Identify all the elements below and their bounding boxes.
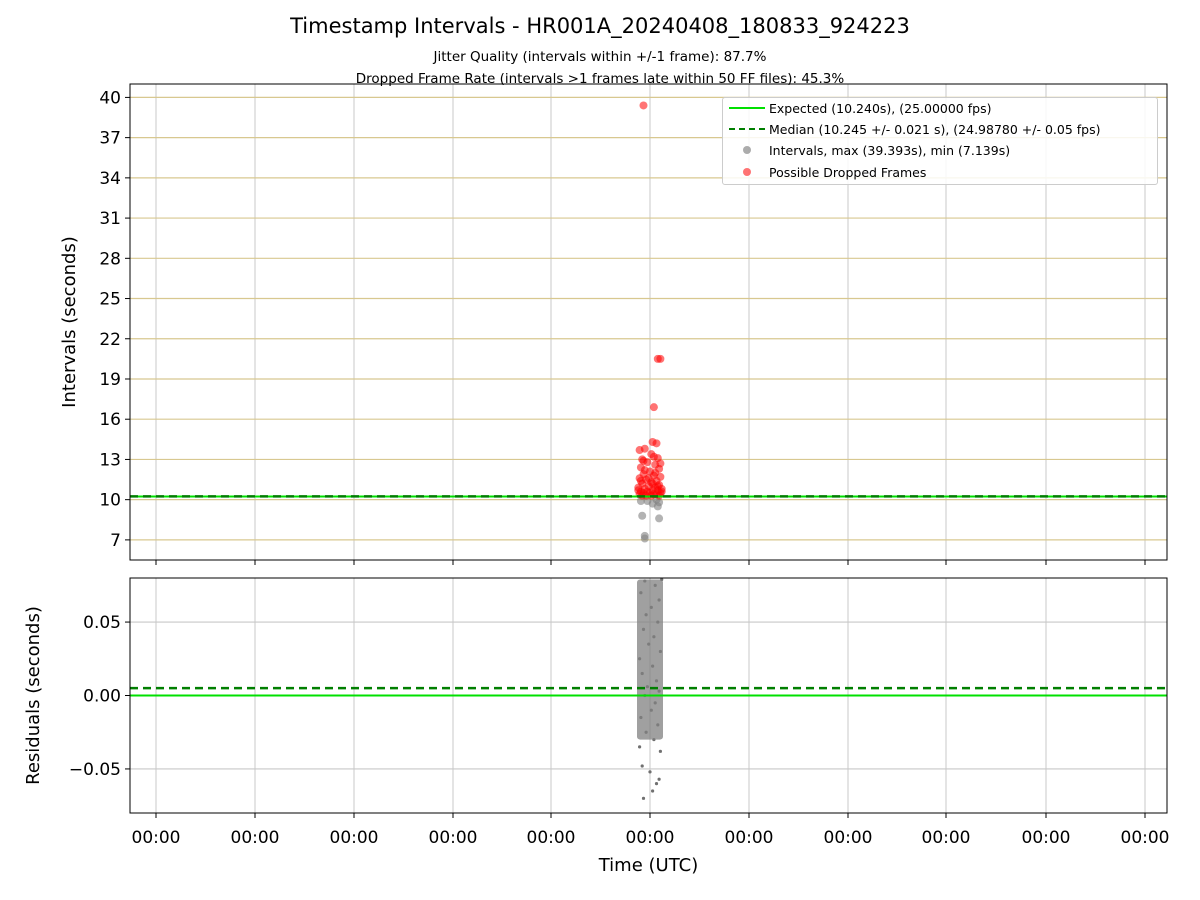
- y-tick-label: 19: [99, 370, 121, 390]
- y-axis-label: Residuals (seconds): [23, 606, 44, 785]
- chart-title: Timestamp Intervals - HR001A_20240408_18…: [290, 14, 910, 38]
- dropped-frame-point: [656, 354, 665, 363]
- dropped-frame-point: [634, 486, 643, 495]
- legend-label-expected: Expected (10.240s), (25.00000 fps): [769, 100, 992, 116]
- x-tick-label: 00:00: [132, 828, 181, 848]
- chart-subtitle-jitter: Jitter Quality (intervals within +/-1 fr…: [433, 49, 767, 65]
- residual-point: [640, 764, 644, 768]
- interval-point: [655, 514, 664, 523]
- legend-label-dropped: Possible Dropped Frames: [769, 164, 927, 180]
- x-tick-label: 00:00: [1022, 828, 1071, 848]
- chart-subtitle-dropped: Dropped Frame Rate (intervals >1 frames …: [355, 71, 845, 87]
- dropped-frame-point: [649, 452, 658, 461]
- y-tick-label: 31: [99, 209, 121, 229]
- x-tick-label: 00:00: [922, 828, 971, 848]
- legend-entry-dropped: Possible Dropped Frames: [723, 162, 926, 182]
- x-tick-label: 00:00: [429, 828, 478, 848]
- legend-label-median: Median (10.245 +/- 0.021 s), (24.98780 +…: [769, 121, 1101, 137]
- residual-point: [657, 777, 661, 781]
- y-tick-label: 37: [99, 129, 121, 149]
- residual-point: [654, 782, 659, 786]
- residual-point: [641, 796, 646, 800]
- y-tick-label: 10: [99, 491, 121, 511]
- y-tick-label: −0.05: [69, 760, 121, 780]
- y-tick-label: 28: [99, 249, 121, 269]
- residual-point: [648, 770, 652, 774]
- y-tick-label: 7: [110, 531, 121, 551]
- dropped-frame-point: [649, 403, 658, 412]
- legend-entry-expected: Expected (10.240s), (25.00000 fps): [723, 98, 991, 118]
- dropped-frame-point: [656, 459, 665, 468]
- y-tick-label: 0.05: [83, 613, 121, 633]
- residual-point: [638, 745, 642, 749]
- dropped-frame-point: [636, 476, 645, 485]
- y-tick-label: 13: [99, 450, 121, 470]
- dropped-frame-point: [644, 474, 653, 483]
- y-tick-label: 25: [99, 290, 121, 310]
- plot-frame: [129, 83, 1168, 561]
- y-axis-label: Intervals (seconds): [59, 236, 80, 408]
- x-tick-label: 00:00: [824, 828, 873, 848]
- legend: Expected (10.240s), (25.00000 fps) Media…: [722, 97, 1158, 185]
- dropped-frame-point: [640, 466, 649, 475]
- residual-point: [658, 749, 663, 753]
- x-tick-label: 00:00: [330, 828, 379, 848]
- dropped-frame-point: [651, 468, 660, 477]
- x-tick-label: 00:00: [1121, 828, 1170, 848]
- legend-entry-intervals: Intervals, max (39.393s), min (7.139s): [723, 140, 1010, 160]
- residual-point: [651, 789, 655, 793]
- x-tick-label: 00:00: [725, 828, 774, 848]
- interval-point: [638, 511, 647, 520]
- y-tick-label: 0.00: [83, 687, 121, 707]
- y-tick-label: 22: [99, 330, 121, 350]
- y-tick-label: 16: [99, 410, 121, 430]
- x-tick-label: 00:00: [527, 828, 576, 848]
- legend-entry-median: Median (10.245 +/- 0.021 s), (24.98780 +…: [723, 119, 1100, 139]
- dropped-frame-point: [653, 482, 662, 491]
- dropped-frame-point: [639, 456, 648, 465]
- dropped-frame-point: [639, 101, 648, 110]
- y-tick-label: 40: [99, 88, 121, 108]
- dropped-frame-point: [635, 446, 644, 455]
- plot-frame: [129, 577, 1168, 814]
- legend-label-intervals: Intervals, max (39.393s), min (7.139s): [769, 142, 1011, 158]
- x-tick-label: 00:00: [626, 828, 675, 848]
- y-tick-label: 34: [99, 169, 121, 189]
- dropped-frame-point: [652, 439, 661, 448]
- x-axis-label: Time (UTC): [598, 855, 699, 876]
- x-tick-label: 00:00: [231, 828, 280, 848]
- interval-point: [640, 534, 649, 543]
- residual-density-band: [637, 579, 663, 740]
